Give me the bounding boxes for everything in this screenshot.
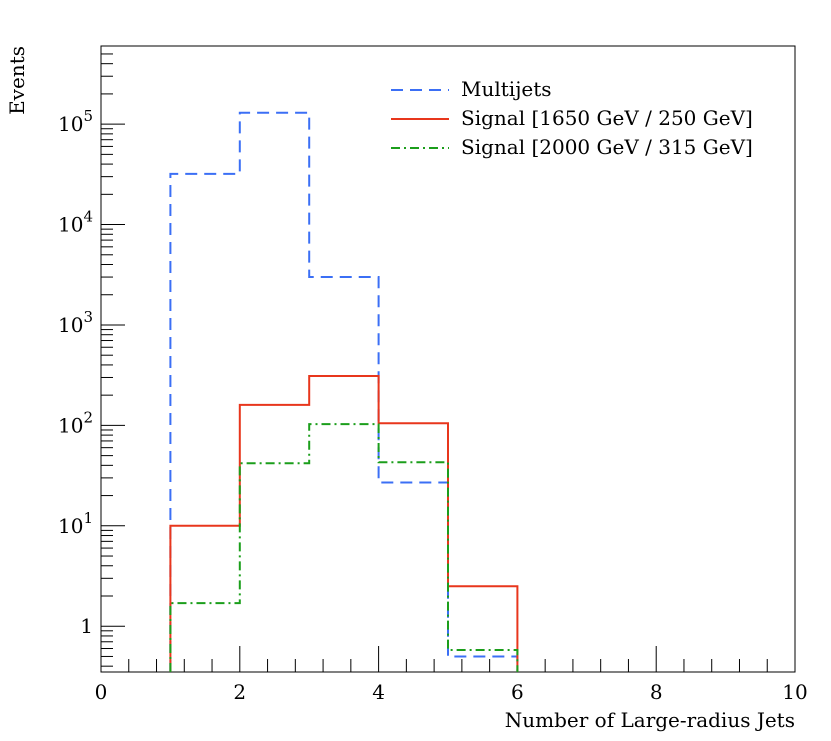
x-tick-label: 2 [233, 680, 246, 704]
legend-label-2: Signal [1650 GeV / 250 GeV] [461, 106, 753, 130]
ticks [100, 45, 796, 672]
y-tick-label: 105 [58, 107, 93, 136]
x-tick-label: 4 [372, 680, 385, 704]
legend-label-3: Signal [2000 GeV / 315 GeV] [461, 135, 753, 159]
y-tick-label: 102 [58, 408, 93, 437]
y-tick-labels: 1 101 102 103 104 105 [58, 107, 93, 638]
x-axis-title: Number of Large-radius Jets [505, 708, 795, 732]
plot-frame [100, 45, 796, 673]
x-tick-labels: 0 2 4 6 8 10 [95, 680, 808, 704]
y-tick-label: 101 [58, 509, 93, 538]
series-line-2 [169, 375, 519, 672]
series-line-3 [169, 423, 519, 672]
x-tick-label: 0 [95, 680, 108, 704]
series-line-1 [169, 111, 519, 672]
y-axis-title: Events [5, 46, 29, 115]
x-tick-label: 10 [782, 680, 807, 704]
legend: Multijets Signal [1650 GeV / 250 GeV] Sign… [391, 77, 753, 159]
y-tick-label: 103 [58, 308, 93, 337]
x-tick-label: 6 [511, 680, 524, 704]
legend-label-1: Multijets [461, 77, 552, 101]
x-tick-label: 8 [650, 680, 663, 704]
y-tick-label: 104 [58, 208, 93, 237]
y-tick-label: 1 [80, 614, 93, 638]
series [169, 111, 519, 672]
